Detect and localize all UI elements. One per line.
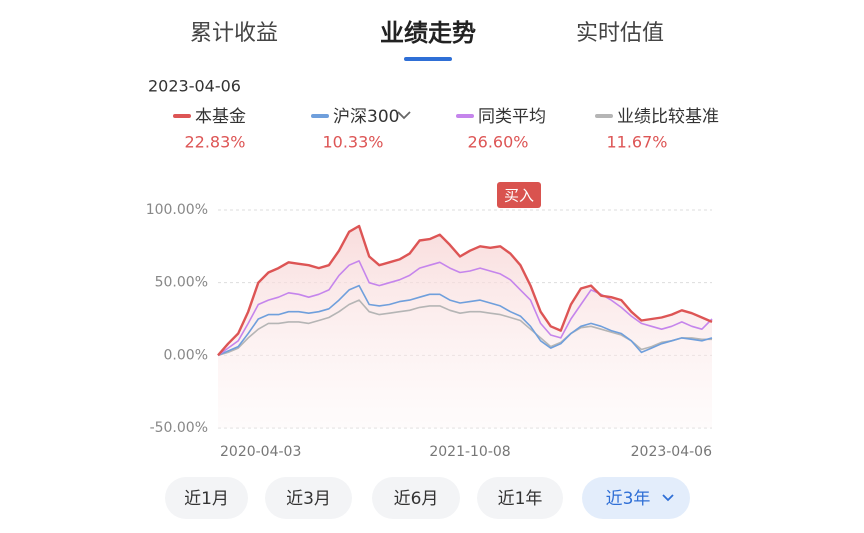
series-line (217, 284, 713, 357)
range-button[interactable] (265, 477, 352, 519)
range-button-active[interactable] (582, 477, 690, 519)
legend-value: 10.33% (322, 133, 383, 152)
series-line (217, 260, 713, 356)
x-tick-label: 2020-04-03 (220, 444, 301, 460)
date: 2023-04-06 (148, 77, 241, 96)
range-chevron[interactable] (662, 494, 674, 502)
legend-value: 11.67% (606, 133, 667, 152)
tab[interactable]: 累计收益 (190, 21, 278, 46)
series-line (217, 224, 713, 357)
legend-label: 沪深300 (333, 107, 399, 127)
range-button-label[interactable]: 近1年 (498, 489, 543, 509)
range-button[interactable] (477, 477, 563, 519)
range-button-label[interactable]: 近1月 (184, 489, 229, 509)
tab-active[interactable]: 业绩走势 (380, 19, 476, 47)
range-button-label[interactable]: 近3年 (606, 489, 651, 509)
area-fill (218, 226, 712, 428)
y-tick-label: 0.00% (164, 347, 208, 363)
range-button-label[interactable]: 近3月 (286, 489, 331, 509)
legend-label: 同类平均 (478, 107, 546, 127)
tab[interactable]: 实时估值 (576, 21, 664, 46)
buy-badge (497, 182, 541, 208)
legend-label: 本基金 (195, 107, 246, 127)
legend-label: 业绩比较基准 (617, 107, 719, 127)
legend-value: 22.83% (184, 133, 245, 152)
y-tick-label: -50.00% (150, 420, 208, 436)
range-button-label[interactable]: 近6月 (394, 489, 439, 509)
range-button[interactable] (165, 477, 248, 519)
plot: 100.00% 50.00% 0.00% -50.00% 买入 2020-04-03 202… (146, 182, 713, 460)
range-button[interactable] (372, 477, 460, 519)
legend-value: 26.60% (467, 133, 528, 152)
x-tick-label: 2021-10-08 (429, 444, 510, 460)
x-tick-label: 2023-04-06 (631, 444, 712, 460)
tab-underline (404, 57, 452, 61)
buy-label: 买入 (504, 187, 534, 205)
range-buttons: 近1月 近3月 近6月 近1年 近3年 (165, 477, 690, 519)
y-tick-label: 50.00% (155, 275, 208, 291)
dropdown-chevron[interactable] (397, 111, 411, 120)
y-tick-label: 100.00% (146, 202, 208, 218)
legend: 本基金 22.83% 沪深300 10.33% 同类平均 26.60% 业绩比较基准 11.6… (173, 107, 719, 152)
